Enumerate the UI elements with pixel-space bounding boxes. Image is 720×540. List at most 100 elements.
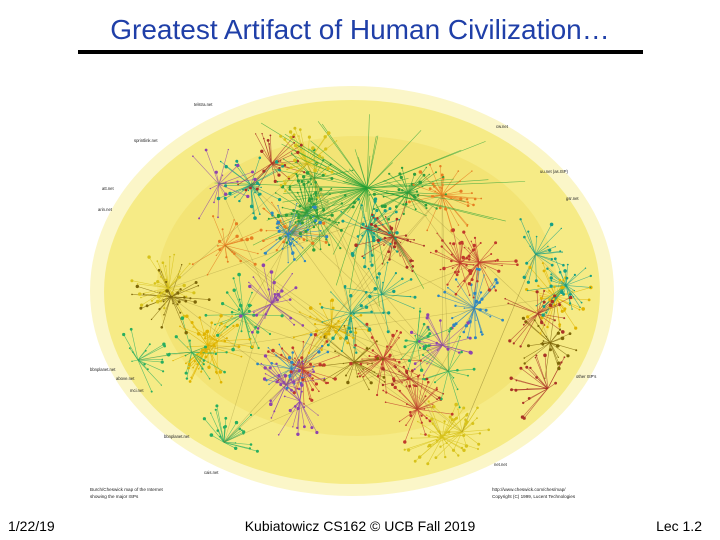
network-link xyxy=(224,245,355,363)
network-node xyxy=(246,194,250,199)
network-node xyxy=(273,179,277,183)
network-link xyxy=(350,292,367,314)
network-link xyxy=(441,192,472,196)
network-node xyxy=(522,416,526,420)
network-node xyxy=(550,263,554,267)
network-link xyxy=(191,351,205,365)
network-link xyxy=(505,298,538,314)
network-node xyxy=(281,162,284,166)
network-node xyxy=(323,135,327,139)
network-node xyxy=(330,170,334,174)
network-link xyxy=(123,334,139,361)
network-node xyxy=(358,375,361,378)
network-node xyxy=(201,348,203,351)
network-node xyxy=(534,279,538,283)
network-link xyxy=(211,434,225,443)
network-node xyxy=(509,376,513,380)
network-link xyxy=(271,303,449,372)
network-node xyxy=(293,323,296,326)
network-node xyxy=(431,422,433,424)
network-node xyxy=(344,194,347,197)
network-link xyxy=(137,283,169,289)
network-link xyxy=(410,378,444,395)
network-link xyxy=(535,254,537,281)
network-node xyxy=(165,280,168,283)
network-node xyxy=(336,224,339,226)
network-node xyxy=(300,390,303,393)
network-node xyxy=(563,309,566,312)
network-link xyxy=(223,234,288,443)
network-node xyxy=(340,210,343,213)
network-link xyxy=(341,313,352,352)
network-node xyxy=(457,286,459,288)
network-node xyxy=(408,384,412,388)
network-node xyxy=(189,358,192,361)
network-link xyxy=(535,236,537,255)
network-node xyxy=(418,340,421,343)
network-node xyxy=(465,264,468,267)
network-node xyxy=(275,362,278,365)
network-node xyxy=(484,267,486,269)
network-node xyxy=(449,242,452,245)
network-link xyxy=(139,287,169,295)
network-link xyxy=(383,358,419,376)
network-link xyxy=(442,344,460,353)
network-node xyxy=(293,141,295,144)
network-link xyxy=(536,285,567,307)
network-link xyxy=(137,359,164,372)
network-node xyxy=(300,157,303,160)
network-node xyxy=(571,308,573,310)
network-node xyxy=(368,388,370,391)
network-node xyxy=(204,355,208,359)
network-link xyxy=(549,342,559,358)
network-link xyxy=(478,253,492,263)
network-link xyxy=(419,341,443,346)
network-link xyxy=(393,236,415,241)
node-label: att.net xyxy=(102,186,114,191)
network-link xyxy=(250,184,256,219)
network-node xyxy=(300,235,303,238)
network-node xyxy=(394,237,397,240)
network-node xyxy=(550,258,553,261)
network-link xyxy=(217,325,238,342)
network-node xyxy=(279,383,283,387)
network-node xyxy=(423,359,425,361)
network-node xyxy=(315,430,319,435)
network-node xyxy=(278,198,282,202)
network-link xyxy=(294,358,303,370)
network-node xyxy=(557,361,561,365)
network-link xyxy=(565,285,575,291)
network-node xyxy=(411,269,414,273)
network-link xyxy=(192,345,209,368)
network-node xyxy=(550,299,555,304)
network-node xyxy=(580,301,583,304)
network-node xyxy=(221,228,224,231)
network-link xyxy=(543,340,551,343)
network-node xyxy=(489,315,492,318)
network-node xyxy=(328,193,331,196)
network-node xyxy=(301,373,304,375)
network-link xyxy=(441,371,449,399)
network-node xyxy=(257,252,259,255)
network-node xyxy=(313,205,317,210)
network-node xyxy=(403,448,406,451)
network-link xyxy=(565,285,591,288)
network-node xyxy=(392,289,396,294)
network-node xyxy=(264,251,267,255)
network-node xyxy=(462,406,466,410)
network-node xyxy=(289,135,293,139)
network-link xyxy=(266,187,368,221)
network-node xyxy=(296,426,299,430)
network-node xyxy=(351,205,355,209)
network-link xyxy=(297,192,307,213)
network-node xyxy=(372,232,376,235)
network-node xyxy=(545,312,548,314)
network-node xyxy=(403,440,407,444)
network-node xyxy=(465,256,469,260)
network-node xyxy=(372,245,374,247)
network-link xyxy=(413,184,443,196)
network-link xyxy=(250,157,261,185)
network-node xyxy=(213,201,215,204)
network-node xyxy=(436,398,438,401)
network-link xyxy=(285,236,394,385)
